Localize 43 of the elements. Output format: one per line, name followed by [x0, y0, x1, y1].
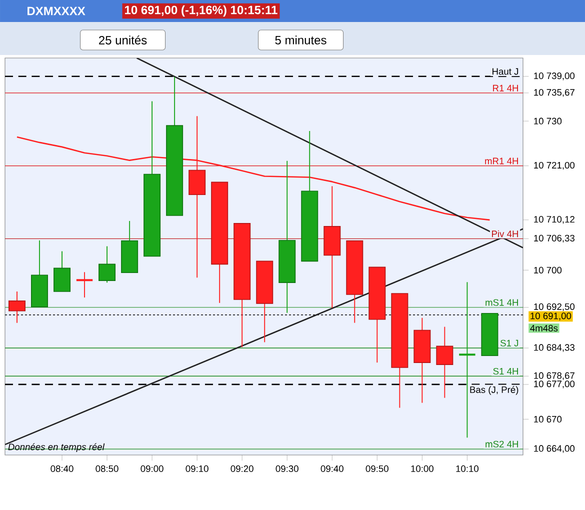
x-tick-label: 10:10: [456, 465, 479, 472]
ref-line-label: 10 691,00: [530, 312, 572, 320]
candlestick: [54, 250, 71, 292]
x-tick-label: 08:40: [50, 465, 74, 472]
text: 25 unités: [99, 36, 147, 44]
text: 4m48s: [530, 324, 558, 332]
x-tick-label: 09:40: [320, 465, 344, 472]
y-tick-label: 10 677,00: [534, 380, 575, 388]
x-tick-label: 09:20: [230, 465, 254, 472]
ref-line-label: Bas (J, Pré): [470, 386, 518, 395]
ref-line-label: S1 J: [500, 340, 518, 346]
y-tick-label: 10 710,12: [534, 216, 574, 224]
y-tick-label: 10 692,50: [534, 303, 575, 312]
x-tick-label: 09:00: [140, 465, 164, 472]
ref-line-label: mS2 4H: [486, 440, 518, 448]
x-tick-label: 08:50: [96, 465, 118, 472]
x-tick-label: 09:10: [186, 465, 208, 472]
ref-line-label: Piv 4H: [492, 230, 518, 238]
y-tick-label: 10 670: [534, 416, 562, 423]
ref-line-label: mR1 4H: [485, 158, 518, 164]
y-tick-label: 10 684,33: [534, 344, 574, 352]
candlestick: [98, 246, 116, 284]
ref-line-label: R1 4H: [493, 84, 518, 92]
x-tick-label: 10:00: [411, 465, 434, 472]
y-tick-label: 10 730: [534, 118, 562, 124]
candlestick: [436, 326, 454, 398]
ref-line-label: mS1 4H: [486, 299, 518, 306]
y-tick-label: 10 735,67: [534, 89, 574, 97]
y-tick-label: 10 739,00: [534, 72, 575, 80]
y-tick-label: 10 700: [534, 266, 562, 274]
y-tick-label: 10 664,00: [534, 445, 575, 453]
candlestick: [8, 291, 26, 324]
candlestick: [75, 272, 94, 298]
ref-line-label: S1 4H: [493, 368, 518, 375]
x-tick-label: 09:50: [366, 465, 388, 472]
y-tick-label: 10 721,00: [534, 162, 575, 170]
y-tick-label: 10 678,67: [534, 372, 574, 380]
chart-subtitle: 10 691,00 (-1,16%) 10:15:11: [125, 5, 278, 17]
chart-title: DXMXXXX: [28, 6, 86, 16]
text: 5 minutes: [275, 36, 326, 44]
y-tick-label: 10 706,33: [534, 234, 574, 243]
ref-line-label: Haut J: [492, 68, 518, 75]
x-tick-label: 09:30: [276, 465, 298, 472]
